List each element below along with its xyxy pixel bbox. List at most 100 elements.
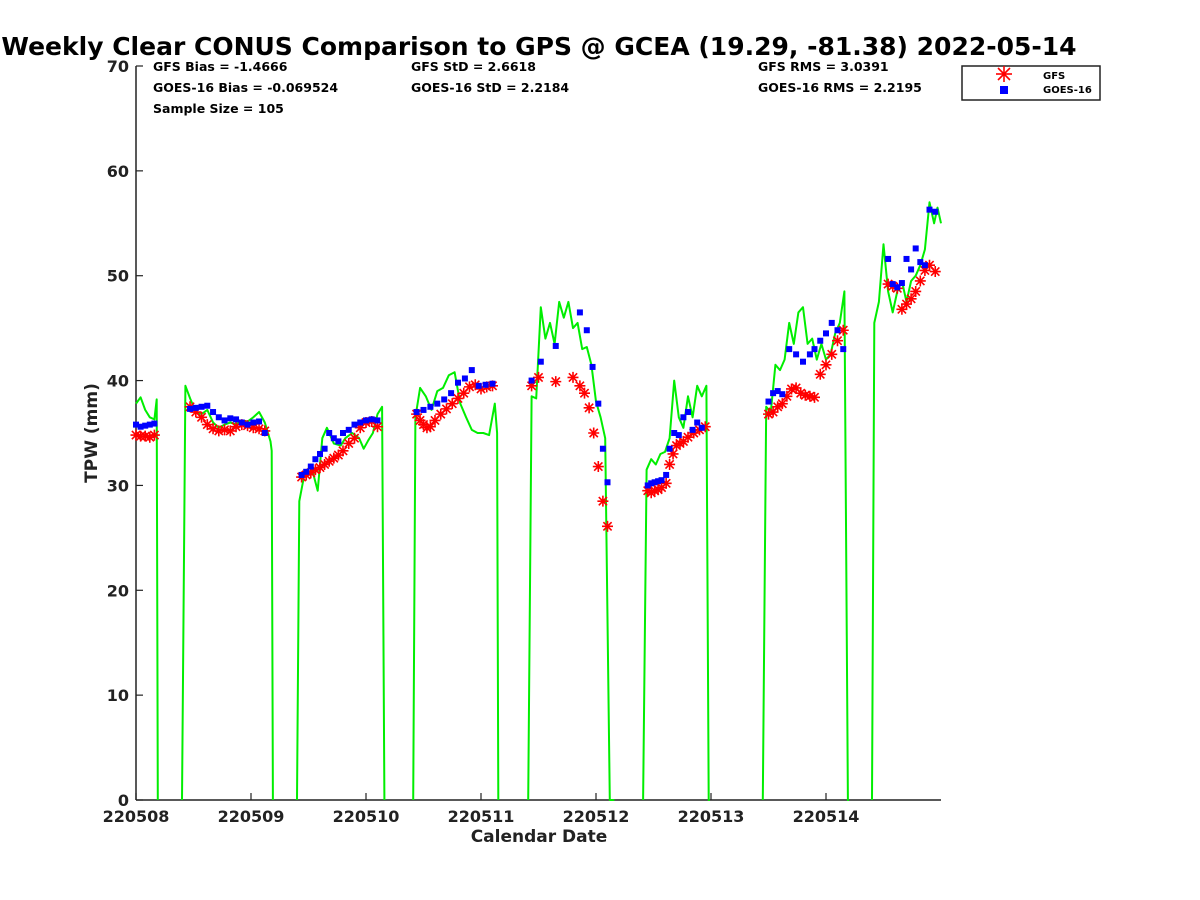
gfs-point [247,422,259,434]
goes16-point [420,406,427,413]
legend: GFS GOES-16 [961,65,1101,101]
goes16-point [137,423,144,430]
goes16-point [770,390,777,397]
gfs-point [682,431,694,443]
goes16-point [806,351,813,358]
goes16-point [326,430,333,436]
gfs-point [337,445,349,457]
goes16-point [644,482,651,489]
gfs-point [319,458,331,470]
goes16-point [932,208,939,215]
goes16-point [363,417,369,424]
goes16-point [828,319,835,326]
goes16-point [468,367,475,374]
gfs-point [583,402,595,414]
gfs-point [652,484,664,496]
goes16-point [345,426,352,433]
stat-goes-std: GOES-16 StD = 2.2184 [411,80,569,95]
gfs-point [642,485,654,497]
y-tick-label: 50 [107,267,129,286]
stat-goes-bias: GOES-16 Bias = -0.069524 [153,80,338,95]
gfs-point [763,408,774,420]
goes16-point [133,421,139,428]
goes16-point [840,346,847,353]
gfs-point [781,390,793,402]
goes16-point [475,382,482,389]
goes16-point [583,327,590,334]
gfs-point [323,455,335,467]
gfs-point [832,335,843,347]
goes16-point [800,358,806,365]
gfs-point [660,477,672,489]
goes16-point [482,381,489,388]
gfs-point [130,429,142,441]
gfs-point [309,464,321,476]
gps-line-segment [412,371,500,801]
y-tick-label: 10 [107,686,129,705]
y-tick-label: 30 [107,476,129,495]
gfs-point [649,485,661,497]
gfs-point [213,425,225,437]
gfs-point [896,303,908,315]
gfs-point [579,387,590,399]
goes16-point [675,432,682,439]
goes16-point [898,280,905,287]
goes16-point [786,346,793,353]
goes16-point [595,400,602,407]
gfs-point [790,382,802,394]
goes16-point [307,463,314,470]
gfs-point [919,264,931,276]
gps-line-segment [642,379,710,801]
legend-goes-marker [1000,86,1008,94]
goes16-point [461,375,468,382]
goes16-point [187,405,194,412]
gfs-point [820,359,832,371]
goes16-point [321,445,328,452]
goes16-point [599,445,606,452]
gfs-point [699,421,711,433]
x-axis-label: Calendar Date [471,827,608,847]
gfs-point [421,422,433,434]
y-tick-label: 20 [107,581,129,600]
series-gps [135,201,942,801]
gfs-point [786,383,797,395]
goes16-point [537,358,544,365]
goes16-point [926,206,933,213]
goes16-point [811,346,818,353]
gfs-point [526,380,538,392]
y-tick-label: 0 [118,791,129,810]
gfs-point [602,520,613,532]
gfs-point [550,376,562,388]
legend-goes-label: GOES-16 [1043,85,1092,96]
gfs-point [905,293,917,305]
stat-gfs-std: GFS StD = 2.6618 [411,59,536,74]
legend-box [961,65,1101,101]
goes16-point [685,409,691,416]
gfs-point [332,449,344,461]
stat-gfs-rms: GFS RMS = 3.0391 [758,59,889,74]
goes16-point [335,438,342,445]
gfs-point [207,423,219,435]
gfs-point [799,389,811,401]
goes16-point [227,415,234,422]
gfs-point [219,424,231,436]
gfs-point [446,398,458,410]
gfs-point [664,458,676,470]
gfs-point [767,406,779,418]
goes16-point [221,417,228,424]
gfs-point [588,427,600,439]
x-tick-label: 220509 [218,807,285,826]
goes16-point [680,414,687,421]
gfs-point [435,408,447,420]
x-tick-label: 220512 [563,807,630,826]
gps-line-segment [135,396,159,801]
goes16-point [655,478,662,485]
gfs-point [349,432,360,444]
gfs-point [882,278,894,290]
gfs-point [645,487,657,499]
y-tick-label: 70 [107,57,129,76]
goes16-point [589,363,596,370]
gfs-point [441,403,452,415]
gfs-point [144,431,156,443]
chart-title: Weekly Clear CONUS Comparison to GPS @ G… [1,32,1076,61]
